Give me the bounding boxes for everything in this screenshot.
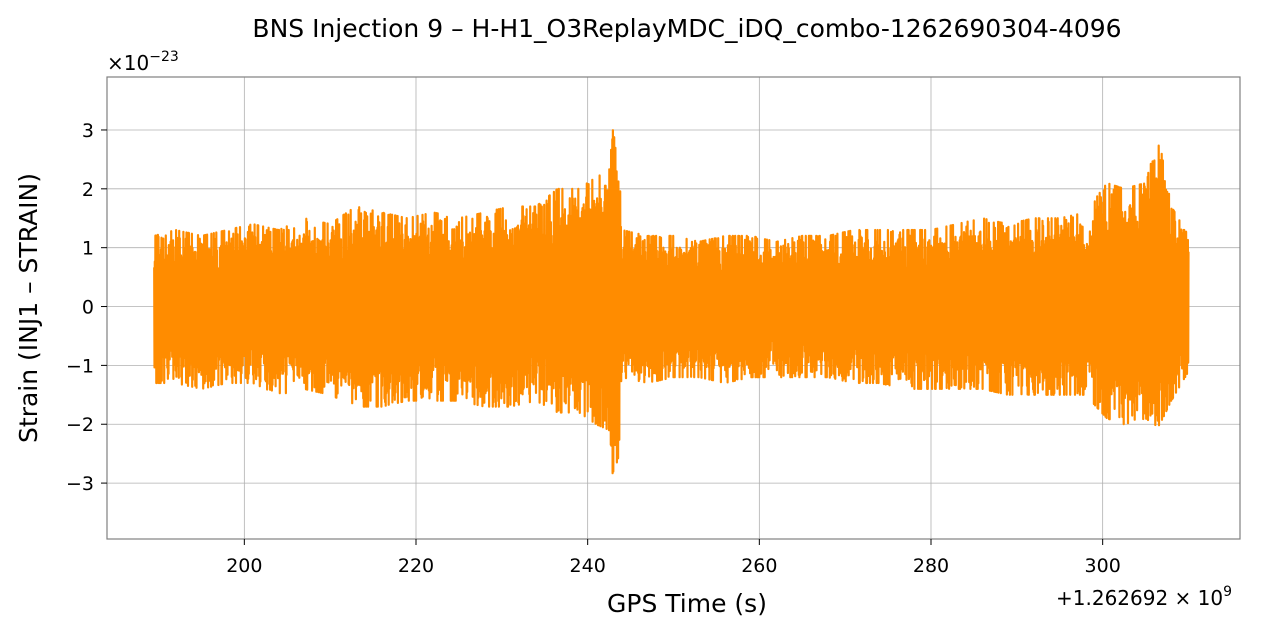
y-tick-label: −2 bbox=[66, 414, 94, 436]
x-tick-label: 300 bbox=[1085, 555, 1121, 577]
series-line bbox=[153, 129, 1190, 475]
y-tick-label: −1 bbox=[66, 355, 94, 377]
y-axis-ticks: −3 −2 −1 0 1 2 3 bbox=[66, 120, 107, 495]
y-axis-label: Strain (INJ1 – STRAIN) bbox=[14, 173, 43, 443]
chart-title: BNS Injection 9 – H-H1_O3ReplayMDC_iDQ_c… bbox=[252, 14, 1121, 43]
data-series bbox=[153, 129, 1190, 475]
x-tick-label: 240 bbox=[570, 555, 606, 577]
y-tick-label: −3 bbox=[66, 473, 94, 495]
x-axis-ticks: 200 220 240 260 280 300 bbox=[226, 539, 1121, 577]
y-tick-label: 3 bbox=[82, 120, 94, 142]
x-tick-label: 220 bbox=[398, 555, 434, 577]
plot-frame bbox=[106, 76, 1241, 540]
x-tick-label: 260 bbox=[741, 555, 777, 577]
x-tick-label: 200 bbox=[226, 555, 262, 577]
y-tick-label: 0 bbox=[82, 297, 94, 319]
x-tick-label: 280 bbox=[913, 555, 949, 577]
y-tick-label: 1 bbox=[82, 238, 94, 260]
x-offset-label: +1.262692 × 109 bbox=[1056, 584, 1232, 610]
x-axis-label: GPS Time (s) bbox=[607, 589, 767, 618]
y-tick-label: 2 bbox=[82, 179, 94, 201]
y-scale-label: ×10−23 bbox=[107, 49, 179, 75]
